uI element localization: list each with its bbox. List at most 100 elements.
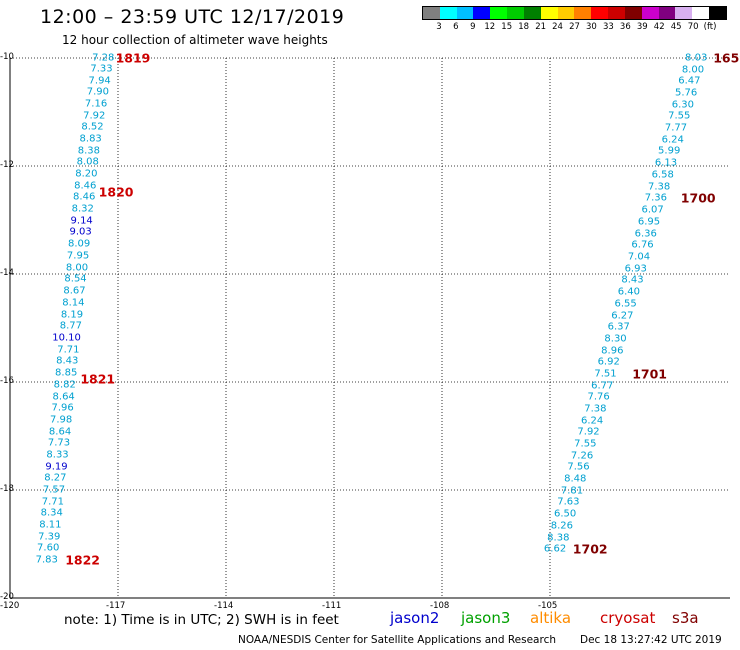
y-tick-label: -14 [0, 268, 14, 278]
wave-height-value: 8.96 [601, 345, 624, 357]
wave-height-value: 6.47 [678, 75, 701, 87]
wave-height-value: 8.82 [53, 379, 76, 391]
wave-height-value: 6.77 [591, 380, 614, 392]
chart-subtitle: 12 hour collection of altimeter wave hei… [62, 33, 328, 47]
wave-height-value: 7.73 [47, 437, 71, 449]
colorbar-label: 3 [436, 22, 442, 32]
wave-height-value: 8.52 [81, 121, 104, 133]
wave-height-value: 7.28 [92, 52, 115, 64]
wave-height-colorbar [422, 6, 727, 20]
time-label: 1822 [65, 552, 100, 568]
colorbar-label: 24 [552, 22, 563, 32]
wave-height-value: 6.13 [654, 157, 678, 169]
colorbar-swatch [692, 7, 710, 19]
wave-height-value: 7.83 [35, 554, 58, 566]
y-tick-label: -18 [0, 484, 14, 494]
colorbar-label: 6 [453, 22, 459, 32]
wave-height-value: 6.76 [631, 239, 654, 251]
wave-height-value: 6.36 [634, 228, 657, 239]
colorbar-swatch [456, 7, 474, 19]
x-tick-label: -114 [214, 601, 234, 611]
wave-height-value: 9.14 [70, 215, 93, 227]
y-tick-label: -16 [0, 376, 14, 386]
legend-s3a: s3a [672, 609, 699, 627]
wave-height-value: 9.19 [45, 461, 68, 473]
wave-height-value: 6.93 [624, 263, 647, 275]
colorbar-swatch [608, 7, 625, 19]
colorbar-swatch [709, 7, 726, 19]
colorbar-swatch [624, 7, 642, 19]
wave-height-value: 6.62 [543, 543, 567, 555]
colorbar-swatch [658, 7, 676, 19]
colorbar-label: 30 [586, 22, 597, 32]
wave-height-value: 6.95 [637, 216, 661, 228]
wave-height-value: 8.27 [44, 472, 67, 484]
wave-height-value: 8.08 [76, 156, 99, 168]
colorbar-swatch [540, 7, 558, 19]
wave-height-value: 6.24 [661, 134, 684, 146]
colorbar-label: 33 [602, 22, 614, 32]
wave-height-value: 7.39 [38, 531, 61, 543]
wave-height-value: 8.85 [55, 367, 78, 379]
wave-height-value: 8.03 [685, 52, 708, 64]
wave-height-value: 8.46 [74, 180, 97, 192]
wave-height-value: 6.55 [614, 298, 637, 310]
wave-height-value: 8.43 [56, 355, 79, 367]
wave-height-value: 8.00 [65, 262, 89, 274]
wave-height-value: 9.03 [69, 226, 92, 238]
wave-height-value: 7.96 [51, 402, 74, 414]
wave-height-value: 7.60 [37, 542, 60, 554]
wave-height-value: 5.99 [658, 145, 681, 157]
colorbar-label: 21 [535, 22, 547, 32]
wave-height-value: 6.24 [581, 415, 604, 427]
generation-timestamp: Dec 18 13:27:42 UTC 2019 [580, 634, 722, 646]
wave-height-value: 5.76 [674, 87, 698, 99]
colorbar-label: 39 [636, 22, 648, 32]
wave-height-value: 6.30 [671, 99, 694, 111]
wave-height-value: 7.57 [42, 484, 66, 496]
wave-height-value: 7.77 [664, 122, 688, 134]
wave-height-value: 7.71 [41, 496, 64, 508]
wave-height-value: 7.51 [594, 368, 617, 380]
colorbar-labels: 3 6 9 12 15 18 21 24 27 30 33 36 39 42 45 70 (ft) [422, 22, 735, 34]
wave-height-value: 7.94 [88, 75, 111, 87]
wave-height-value: 7.98 [50, 414, 73, 426]
colorbar-swatch [523, 7, 541, 19]
wave-height-value: 7.55 [574, 438, 597, 450]
wave-height-value: 7.26 [570, 450, 594, 462]
wave-height-value: 8.00 [681, 64, 705, 76]
legend-cryosat: cryosat [600, 609, 656, 627]
x-tick-label: -117 [106, 601, 126, 611]
wave-height-value: 8.09 [68, 238, 91, 250]
wave-height-value: 8.48 [564, 473, 587, 485]
plot-svg [9, 57, 730, 599]
wave-height-value: 7.56 [567, 461, 590, 473]
colorbar-label: 9 [470, 22, 476, 32]
colorbar-label: 18 [518, 22, 530, 32]
wave-height-value: 8.38 [77, 145, 100, 157]
colorbar-label: 70 [687, 22, 699, 32]
credit-line: NOAA/NESDIS Center for Satellite Applica… [238, 634, 556, 646]
wave-height-value: 7.76 [587, 391, 610, 403]
wave-height-value: 7.71 [57, 344, 80, 356]
wave-height-value: 7.38 [584, 403, 607, 415]
wave-height-value: 7.81 [560, 485, 584, 497]
time-label: 1702 [572, 541, 608, 557]
wave-height-value: 6.37 [607, 321, 630, 333]
colorbar-swatch [439, 7, 457, 19]
wave-height-value: 7.36 [644, 192, 667, 204]
colorbar-swatch [675, 7, 693, 19]
wave-height-value: 7.95 [66, 250, 90, 262]
legend-jason3: jason3 [461, 609, 511, 627]
time-label: 1659 [713, 50, 740, 66]
colorbar-swatch [591, 7, 609, 19]
x-tick-label: -105 [538, 601, 558, 611]
wave-height-value: 6.92 [597, 356, 620, 368]
colorbar-swatch [423, 7, 440, 19]
legend-altika: altika [530, 609, 572, 627]
wave-height-value: 8.64 [52, 391, 75, 403]
wave-height-value: 8.46 [73, 191, 96, 203]
wave-height-value: 8.32 [71, 203, 94, 215]
time-label: 1701 [632, 366, 667, 382]
plot-area: -10 -12 -14 -16 -18 -20 -120 -117 -114 -111 -108 -1… [0, 51, 740, 612]
